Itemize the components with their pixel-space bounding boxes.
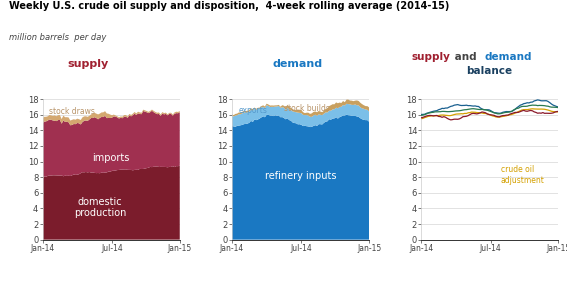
Text: supply: supply bbox=[67, 59, 108, 69]
Text: balance: balance bbox=[466, 66, 512, 76]
Text: crude oil
adjustment: crude oil adjustment bbox=[501, 165, 545, 185]
Text: stock builds: stock builds bbox=[284, 104, 330, 113]
Text: exports: exports bbox=[239, 106, 268, 115]
Text: refinery inputs: refinery inputs bbox=[265, 171, 336, 181]
Text: Weekly U.S. crude oil supply and disposition,  4-week rolling average (2014-15): Weekly U.S. crude oil supply and disposi… bbox=[9, 1, 449, 11]
Text: supply: supply bbox=[412, 52, 451, 62]
Text: imports: imports bbox=[92, 153, 130, 163]
Text: domestic
production: domestic production bbox=[74, 197, 126, 218]
Text: million barrels  per day: million barrels per day bbox=[9, 33, 106, 42]
Text: stock draws: stock draws bbox=[49, 107, 95, 116]
Text: demand: demand bbox=[485, 52, 532, 62]
Text: and: and bbox=[451, 52, 480, 62]
Text: demand: demand bbox=[273, 59, 323, 69]
